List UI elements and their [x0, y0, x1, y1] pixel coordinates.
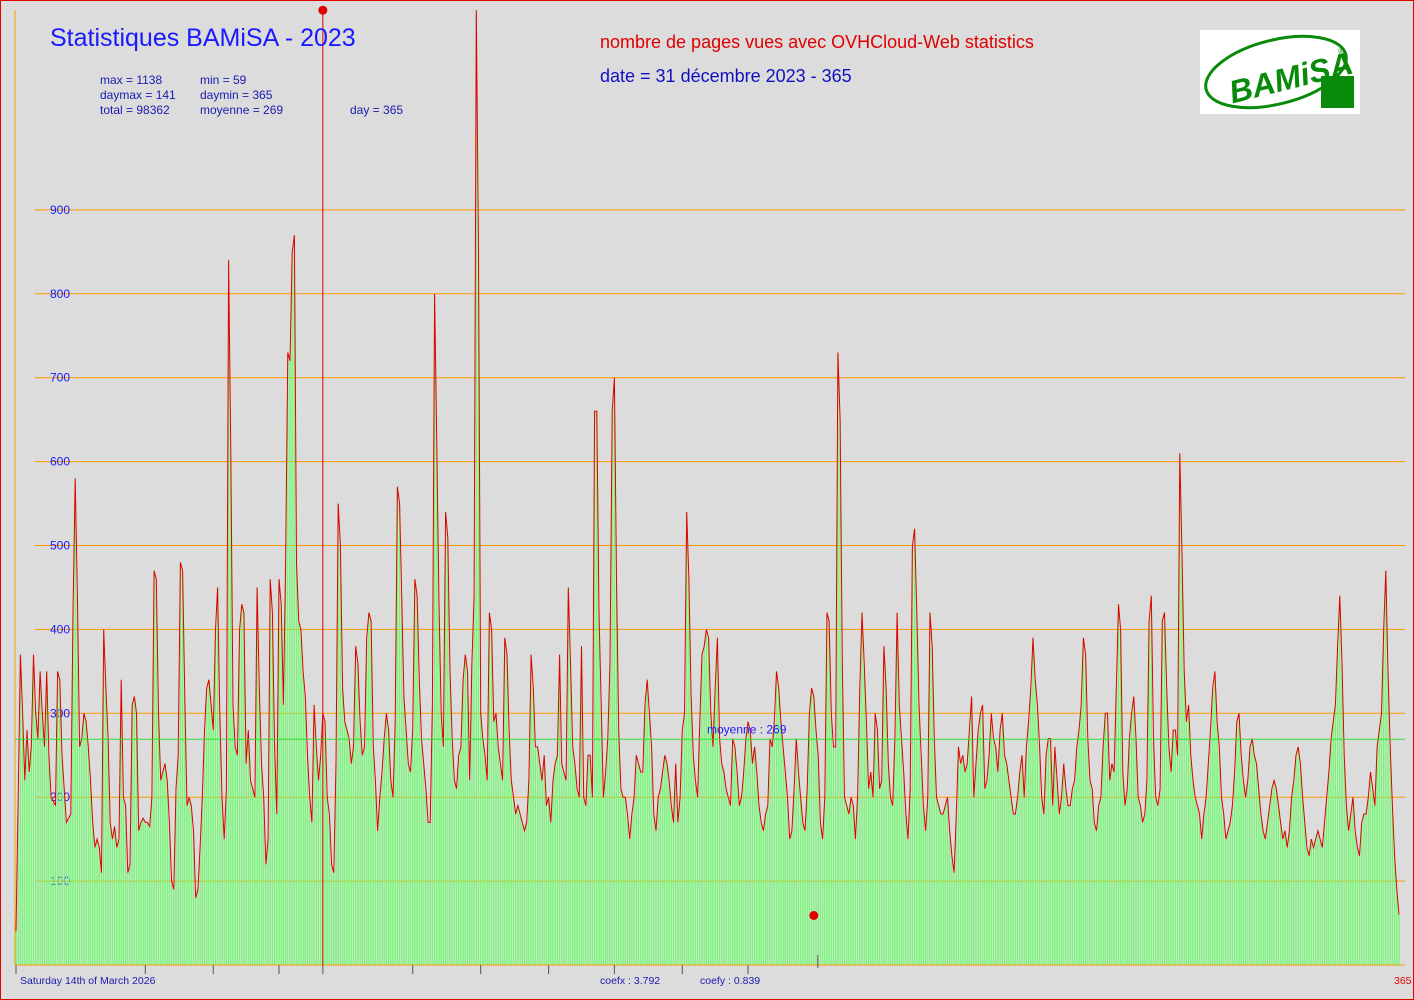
chart-subtitle: nombre de pages vues avec OVHCloud-Web s…	[600, 32, 1034, 52]
stat-min: min = 59	[200, 73, 247, 87]
y-tick-label: 400	[50, 622, 70, 636]
footer-coefy: coefy : 0.839	[700, 975, 761, 987]
footer-date: Saturday 14th of March 2026	[20, 975, 156, 987]
max-marker-dot	[318, 5, 328, 15]
y-tick-label: 800	[50, 287, 70, 301]
date-line: date = 31 décembre 2023 - 365	[600, 66, 852, 86]
stat-moyenne: moyenne = 269	[200, 103, 284, 117]
last-day-marker-dot	[809, 910, 819, 920]
stat-day: day = 365	[350, 103, 404, 117]
stat-max: max = 1138	[100, 73, 163, 87]
y-tick-label: 700	[50, 371, 70, 385]
y-tick-label: 500	[50, 539, 70, 553]
bamisa-logo-graphic: BAMiSA ®	[1204, 34, 1356, 110]
stat-daymin: daymin = 365	[200, 88, 273, 102]
mean-label: moyenne : 269	[707, 722, 787, 736]
series-line	[15, 10, 1400, 932]
y-tick-label: 600	[50, 455, 70, 469]
logo-square	[1321, 76, 1354, 108]
footer-coefx: coefx : 3.792	[600, 975, 661, 987]
bamisa-logo: BAMiSA ®	[1200, 30, 1360, 114]
stat-daymax: daymax = 141	[100, 88, 176, 102]
y-tick-label: 900	[50, 203, 70, 217]
stat-total: total = 98362	[100, 103, 170, 117]
footer-day-end: 365	[1394, 975, 1412, 987]
chart-title: Statistiques BAMiSA - 2023	[50, 24, 356, 52]
logo-registered-mark: ®	[1338, 47, 1344, 56]
